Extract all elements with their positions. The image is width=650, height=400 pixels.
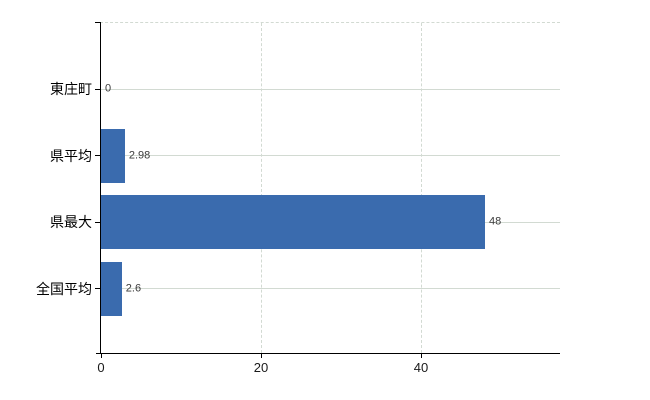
value-label: 2.6: [125, 282, 142, 295]
bar: [101, 128, 125, 183]
value-label: 48: [489, 215, 502, 228]
x-tick-label: 40: [413, 360, 429, 375]
category-label: 県最大: [50, 214, 92, 231]
x-axis-tick: [261, 353, 262, 358]
category-label: 東庄町: [50, 81, 92, 98]
gridline-h: [101, 155, 560, 157]
y-axis-tick: [95, 221, 101, 223]
y-axis-tick: [95, 155, 101, 157]
value-label: 2.98: [128, 149, 151, 162]
y-axis-tick: [95, 288, 101, 290]
y-axis-bottom-tick: [96, 353, 101, 354]
x-tick-label: 20: [253, 360, 269, 375]
bar: [101, 261, 122, 316]
plot-area: 東庄町 0 県平均 2.98 県最大 48 全国平均 2.6 0 20 40: [36, 22, 560, 374]
x-tick-label: 0: [97, 360, 105, 375]
x-axis-tick: [101, 353, 102, 358]
gridline-v: [261, 23, 262, 353]
gridline-v: [421, 23, 422, 353]
y-axis-top-tick: [95, 22, 101, 23]
value-label: 0: [105, 82, 112, 95]
y-axis-tick: [95, 88, 101, 90]
category-label: 県平均: [50, 147, 92, 164]
x-axis-tick: [421, 353, 422, 358]
category-label: 全国平均: [36, 280, 92, 297]
gridline-h: [101, 288, 560, 290]
gridline-h: [101, 88, 560, 90]
bar: [101, 195, 485, 250]
